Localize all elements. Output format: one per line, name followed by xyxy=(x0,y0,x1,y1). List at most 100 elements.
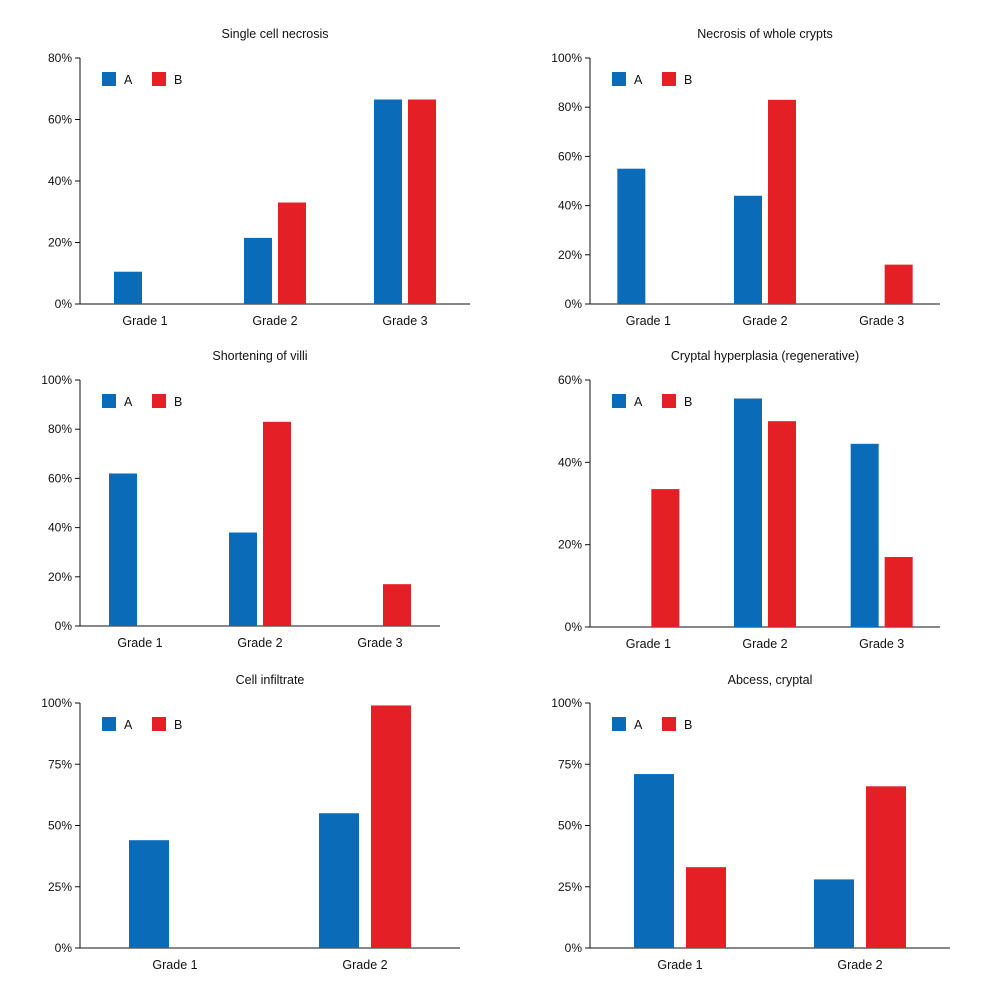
chart-title: Single cell necrosis xyxy=(222,27,329,41)
bar-a-grade-2 xyxy=(734,398,762,627)
legend-label-b: B xyxy=(684,395,692,409)
legend-swatch-a xyxy=(612,72,626,86)
chart-panel-5: Cell infiltrate 0% 25% 50% 75% 100% Grade 1 Gra… xyxy=(0,660,500,1000)
bar-a-grade-1 xyxy=(114,271,142,304)
bar-a-grade-2 xyxy=(734,195,762,304)
bar-a-grade-2 xyxy=(319,813,359,948)
chart-panel-3: Shortening of villi 0% 20% 40% 60% 80% 100% Gra… xyxy=(0,330,500,660)
x-category-label: Grade 1 xyxy=(117,636,162,650)
y-tick-label: 0% xyxy=(565,620,583,634)
y-tick-label: 50% xyxy=(48,819,72,833)
bar-b-grade-2 xyxy=(278,202,306,304)
y-tick-label: 25% xyxy=(558,880,582,894)
chart-panel-1: Single cell necrosis 0% 20% 40% 60% 80% Grade … xyxy=(0,0,500,330)
x-category-label: Grade 3 xyxy=(859,637,904,651)
y-tick-label: 60% xyxy=(558,373,582,387)
y-tick-label: 100% xyxy=(551,696,582,710)
bar-b-grade-3 xyxy=(408,99,436,304)
y-tick-label: 40% xyxy=(48,521,72,535)
y-tick-label: 50% xyxy=(558,819,582,833)
x-category-label: Grade 1 xyxy=(626,637,671,651)
y-tick-label: 0% xyxy=(565,941,583,955)
chart-title: Abcess, cryptal xyxy=(728,673,813,687)
chart-title: Cell infiltrate xyxy=(236,673,305,687)
y-tick-label: 75% xyxy=(48,757,72,771)
y-tick-label: 80% xyxy=(48,51,72,65)
bar-b-grade-2 xyxy=(263,421,291,626)
legend-swatch-b xyxy=(662,394,676,408)
legend-swatch-a xyxy=(102,72,116,86)
y-tick-label: 100% xyxy=(41,696,72,710)
y-tick-label: 60% xyxy=(48,471,72,485)
chart-svg-6: Abcess, cryptal 0% 25% 50% 75% 100% Grade 1 Gra… xyxy=(551,673,950,972)
y-tick-label: 20% xyxy=(558,538,582,552)
bar-b-grade-1 xyxy=(686,867,726,948)
y-tick-label: 20% xyxy=(48,570,72,584)
legend-swatch-b xyxy=(662,717,676,731)
legend-swatch-b xyxy=(152,717,166,731)
x-category-label: Grade 2 xyxy=(252,314,297,328)
y-tick-label: 60% xyxy=(48,113,72,127)
legend-label-a: A xyxy=(634,718,643,732)
x-category-label: Grade 3 xyxy=(382,314,427,328)
legend-label-a: A xyxy=(124,73,133,87)
chart-title: Cryptal hyperplasia (regenerative) xyxy=(671,349,859,363)
x-category-label: Grade 2 xyxy=(742,637,787,651)
y-tick-label: 80% xyxy=(558,100,582,114)
bar-a-grade-3 xyxy=(374,99,402,304)
chart-svg-3: Shortening of villi 0% 20% 40% 60% 80% 100% Gra… xyxy=(41,349,440,650)
chart-svg-5: Cell infiltrate 0% 25% 50% 75% 100% Grade 1 Gra… xyxy=(41,673,460,972)
chart-title: Shortening of villi xyxy=(212,349,307,363)
x-category-label: Grade 1 xyxy=(152,958,197,972)
legend-label-a: A xyxy=(634,395,643,409)
bar-a-grade-3 xyxy=(850,443,879,627)
bar-b-grade-2 xyxy=(768,421,796,627)
y-tick-label: 40% xyxy=(558,199,582,213)
legend-label-a: A xyxy=(124,395,133,409)
y-tick-label: 25% xyxy=(48,880,72,894)
y-tick-label: 75% xyxy=(558,757,582,771)
legend-label-b: B xyxy=(684,73,692,87)
chart-panel-4: Cryptal hyperplasia (regenerative) 0% 20% 4… xyxy=(500,330,1000,660)
y-tick-label: 0% xyxy=(565,297,583,311)
y-tick-label: 0% xyxy=(55,297,73,311)
bar-b-grade-2 xyxy=(866,786,906,948)
legend-label-a: A xyxy=(634,73,643,87)
bar-a-grade-1 xyxy=(634,774,674,948)
x-category-label: Grade 2 xyxy=(342,958,387,972)
y-tick-label: 40% xyxy=(48,174,72,188)
x-category-label: Grade 3 xyxy=(357,636,402,650)
x-category-label: Grade 2 xyxy=(742,314,787,328)
bar-a-grade-2 xyxy=(229,532,257,626)
y-tick-label: 0% xyxy=(55,619,73,633)
x-category-label: Grade 2 xyxy=(237,636,282,650)
bar-b-grade-1 xyxy=(651,489,680,627)
chart-svg-2: Necrosis of whole crypts 0% 20% 40% 60% 80% 10… xyxy=(551,27,940,328)
chart-svg-1: Single cell necrosis 0% 20% 40% 60% 80% Grade … xyxy=(48,27,470,328)
legend-swatch-a xyxy=(102,394,116,408)
legend-swatch-b xyxy=(662,72,676,86)
y-tick-label: 60% xyxy=(558,149,582,163)
bar-b-grade-2 xyxy=(768,99,796,304)
y-tick-label: 100% xyxy=(41,373,72,387)
legend-label-b: B xyxy=(174,395,182,409)
bar-a-grade-1 xyxy=(109,473,137,626)
chart-panel-6: Abcess, cryptal 0% 25% 50% 75% 100% Grade 1 Gra… xyxy=(500,660,1000,1000)
chart-svg-4: Cryptal hyperplasia (regenerative) 0% 20% 4… xyxy=(558,349,940,651)
bar-b-grade-2 xyxy=(371,705,411,948)
legend-label-b: B xyxy=(174,718,182,732)
x-category-label: Grade 1 xyxy=(626,314,671,328)
y-tick-label: 20% xyxy=(558,248,582,262)
legend-swatch-a xyxy=(612,717,626,731)
x-category-label: Grade 1 xyxy=(657,958,702,972)
legend-swatch-a xyxy=(612,394,626,408)
y-tick-label: 0% xyxy=(55,941,73,955)
x-category-label: Grade 3 xyxy=(859,314,904,328)
bar-b-grade-3 xyxy=(884,557,913,627)
bar-a-grade-1 xyxy=(129,840,169,948)
legend-label-a: A xyxy=(124,718,133,732)
legend-label-b: B xyxy=(174,73,182,87)
y-tick-label: 100% xyxy=(551,51,582,65)
y-tick-label: 80% xyxy=(48,422,72,436)
bar-a-grade-1 xyxy=(617,168,646,304)
